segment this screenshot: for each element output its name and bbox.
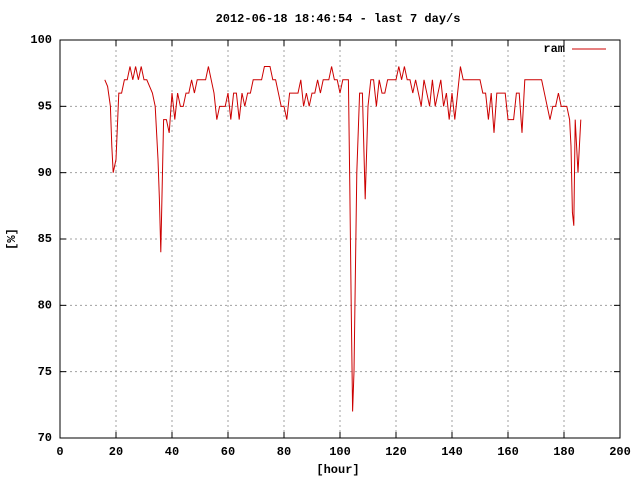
x-tick-label: 80 xyxy=(277,445,291,459)
y-tick-label: 95 xyxy=(38,100,52,114)
x-tick-label: 100 xyxy=(329,445,351,459)
x-tick-label: 40 xyxy=(165,445,179,459)
x-tick-label: 180 xyxy=(553,445,575,459)
x-tick-label: 0 xyxy=(56,445,63,459)
x-tick-label: 200 xyxy=(609,445,631,459)
x-tick-label: 120 xyxy=(385,445,407,459)
y-tick-label: 80 xyxy=(38,299,52,313)
y-tick-label: 75 xyxy=(38,365,52,379)
data-line xyxy=(104,66,582,412)
x-axis-label: [hour] xyxy=(316,463,359,477)
chart-title: 2012-06-18 18:46:54 - last 7 day/s xyxy=(216,12,461,26)
legend-label: ram xyxy=(543,42,565,56)
x-tick-label: 140 xyxy=(441,445,463,459)
x-tick-label: 20 xyxy=(109,445,123,459)
y-tick-label: 85 xyxy=(38,232,52,246)
x-tick-label: 160 xyxy=(497,445,519,459)
y-tick-label: 70 xyxy=(38,431,52,445)
y-tick-label: 90 xyxy=(38,166,52,180)
plot-border xyxy=(59,39,621,439)
y-axis-label: [%] xyxy=(5,228,19,250)
x-tick-label: 60 xyxy=(221,445,235,459)
y-tick-label: 100 xyxy=(30,33,52,47)
